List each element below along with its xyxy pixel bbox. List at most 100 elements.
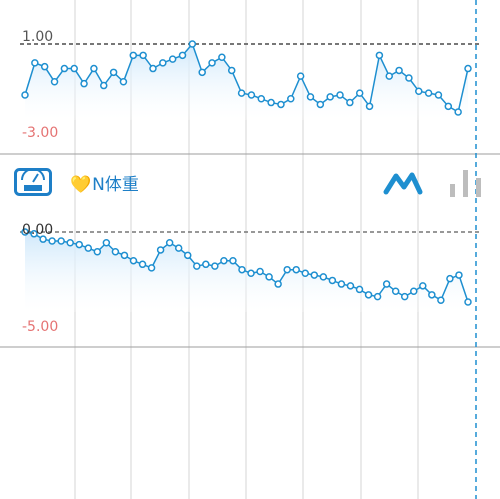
data-point (66, 239, 74, 247)
data-point (111, 247, 120, 256)
data-point (257, 95, 266, 103)
data-point (346, 282, 355, 290)
data-point (292, 265, 300, 274)
data-point (202, 260, 210, 269)
data-point (256, 267, 264, 276)
data-point (139, 51, 147, 60)
data-point (75, 240, 83, 249)
top-max-label: 1.00 (22, 29, 53, 45)
data-point (193, 262, 201, 270)
data-point (277, 100, 285, 109)
data-point (129, 51, 138, 60)
data-point (375, 51, 384, 60)
data-point (319, 273, 328, 281)
data-point (138, 260, 147, 269)
metric-title[interactable]: 💛N体重 (70, 170, 139, 195)
data-point (147, 264, 156, 272)
data-point (385, 72, 393, 80)
data-point (464, 298, 472, 306)
data-point (336, 91, 344, 99)
data-point (337, 280, 346, 288)
data-point (129, 256, 138, 265)
data-point (80, 79, 88, 88)
data-point (355, 89, 364, 97)
data-point (419, 282, 427, 290)
metric-title-label: N体重 (92, 175, 139, 195)
scale-icon (14, 168, 52, 196)
data-point (328, 276, 337, 285)
data-point (310, 271, 319, 279)
data-point (183, 251, 192, 260)
data-point (283, 265, 291, 274)
data-point (274, 280, 282, 288)
top-min-label: -3.00 (22, 125, 58, 141)
line-chart-icon[interactable] (382, 170, 424, 196)
data-point (405, 74, 413, 82)
data-point (165, 239, 174, 247)
bottom-min-label: -5.00 (22, 319, 58, 335)
data-point (237, 89, 246, 97)
data-point (400, 292, 409, 301)
data-point (100, 81, 108, 90)
data-point (382, 280, 391, 288)
data-point (306, 93, 315, 101)
data-point (364, 291, 373, 299)
data-point (316, 100, 325, 109)
data-point (247, 269, 255, 278)
data-point (70, 64, 78, 73)
top-chart-series (21, 40, 472, 120)
data-point (93, 247, 102, 256)
data-point (60, 64, 69, 73)
data-point (208, 59, 216, 67)
data-point (415, 87, 423, 95)
data-point (395, 66, 403, 75)
data-point (437, 296, 445, 304)
data-point (30, 230, 38, 238)
data-point (119, 78, 128, 86)
data-point (84, 244, 93, 252)
data-point (326, 93, 334, 101)
top-series-area (25, 44, 468, 120)
data-point (149, 64, 157, 73)
data-point (57, 237, 65, 245)
data-point (410, 287, 418, 295)
data-point (90, 64, 98, 73)
data-point (218, 53, 226, 61)
data-point (40, 62, 49, 71)
data-point (178, 51, 187, 60)
data-point (21, 228, 29, 236)
bottom-max-label: 0.00 (22, 222, 53, 238)
data-point (211, 262, 219, 270)
data-point (156, 246, 165, 254)
data-point (267, 98, 275, 107)
data-point (21, 91, 29, 99)
weight-panel-header: 💛N体重 (0, 160, 500, 204)
data-point (198, 68, 206, 77)
data-point (444, 102, 453, 111)
data-point (373, 292, 382, 301)
heart-icon: 💛 (70, 175, 92, 195)
data-point (188, 40, 197, 48)
data-point (346, 98, 354, 107)
data-point (446, 274, 454, 283)
data-point (220, 256, 228, 265)
data-point (229, 256, 237, 265)
bar-chart-icon[interactable] (446, 168, 486, 198)
data-point (39, 235, 47, 243)
data-point (355, 285, 364, 294)
data-point (159, 59, 167, 67)
data-point (455, 271, 463, 279)
data-point (50, 78, 59, 86)
data-point (168, 55, 177, 63)
data-point (391, 287, 400, 295)
data-point (265, 273, 273, 281)
top-series-line (24, 42, 469, 114)
data-point (227, 66, 236, 75)
data-point (454, 108, 462, 116)
data-point (365, 102, 374, 111)
data-point (301, 269, 310, 278)
data-point (296, 72, 305, 80)
data-point (247, 91, 256, 99)
data-point (238, 265, 246, 274)
data-point (31, 59, 39, 67)
